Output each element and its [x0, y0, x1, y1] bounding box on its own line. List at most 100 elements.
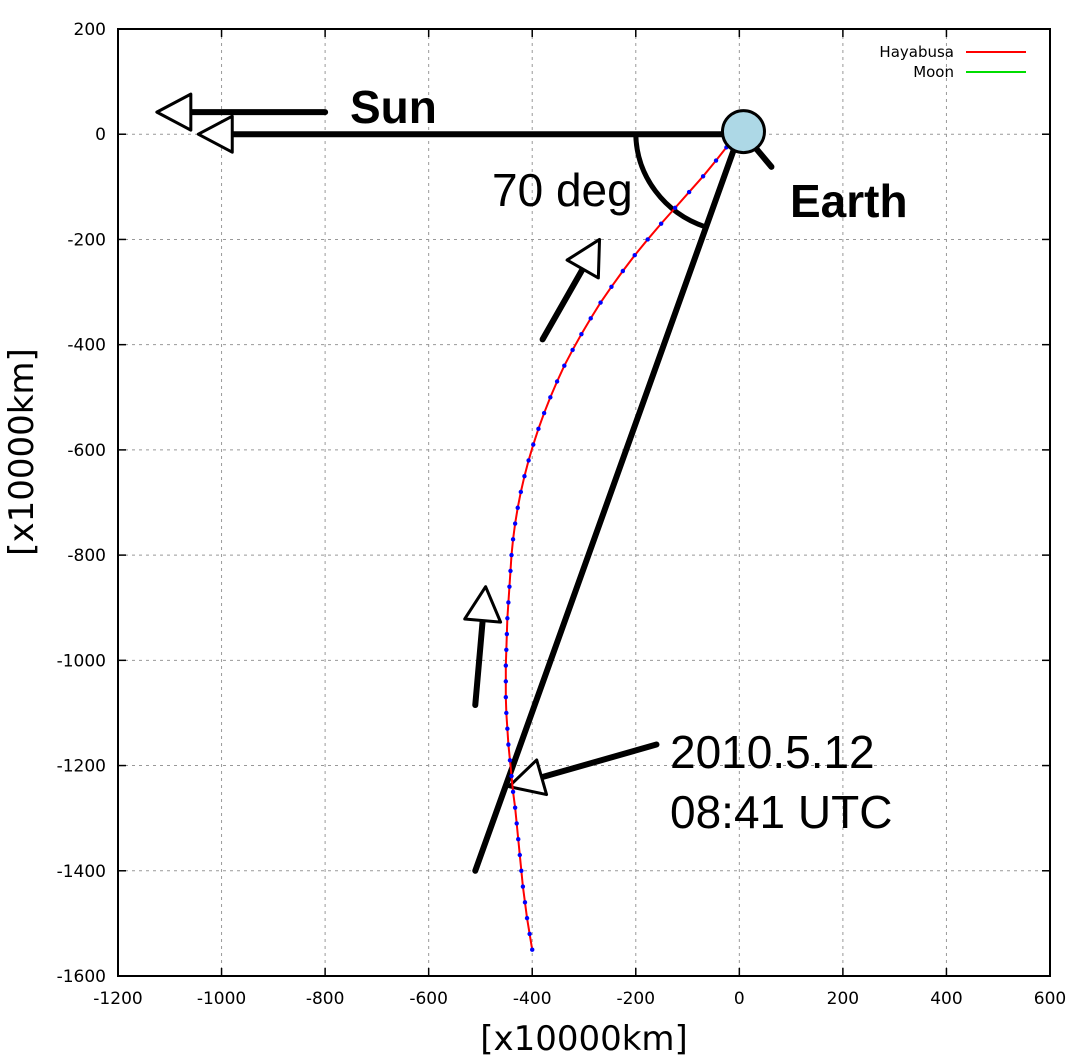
motion-arrow-lower-head: [463, 585, 503, 624]
angle-label: 70 deg: [492, 164, 633, 216]
tick-labels: -1200 -1000 -800 -600 -400 -200 0 200 400 600 200 0…: [57, 20, 1067, 1009]
series-point-hayabusa: [531, 442, 536, 447]
x-tick-label: 0: [734, 989, 745, 1009]
earth-circle: [720, 109, 766, 155]
legend: Hayabusa Moon: [879, 43, 1026, 81]
y-tick-label: -800: [67, 546, 106, 566]
earth-marker: [720, 109, 766, 155]
sun-arrow-upper-head: [155, 92, 193, 132]
series-point-hayabusa: [507, 584, 512, 589]
series-point-hayabusa: [517, 852, 522, 858]
motion-arrow-upper-head: [565, 237, 602, 280]
series-point-hayabusa: [516, 837, 521, 842]
y-axis-label: [x10000km]: [2, 348, 42, 556]
x-tick-label: -200: [616, 989, 655, 1009]
sun-arrow-lower-head: [196, 114, 234, 154]
x-tick-label: 400: [930, 989, 962, 1009]
legend-label-hayabusa: Hayabusa: [879, 43, 954, 61]
x-tick-label: -1200: [93, 989, 142, 1009]
x-tick-label: -400: [513, 989, 552, 1009]
series-point-hayabusa: [570, 347, 575, 353]
series-point-hayabusa: [536, 426, 541, 432]
series-point-hayabusa: [526, 458, 531, 463]
plot-frame: [117, 28, 1051, 977]
y-tick-label: -1000: [57, 651, 106, 671]
motion-arrow-lower-shaft: [472, 617, 486, 709]
series-layer: [503, 121, 744, 952]
angle-arc: [633, 134, 706, 230]
y-tick-label: -1600: [57, 967, 106, 987]
y-tick-label: 0: [95, 125, 106, 145]
series-point-hayabusa: [562, 363, 567, 368]
x-axis-label: [x10000km]: [480, 1019, 688, 1059]
annotations: [155, 92, 775, 874]
series-point-hayabusa: [512, 805, 518, 810]
y-tick-label: -1400: [57, 862, 106, 882]
series-point-hayabusa: [541, 410, 547, 416]
y-tick-label: -1200: [57, 757, 106, 777]
series-point-hayabusa: [503, 663, 509, 668]
series-point-hayabusa: [645, 237, 650, 242]
series-point-hayabusa: [632, 253, 637, 258]
date-label-line1: 2010.5.12: [670, 726, 875, 778]
series-point-hayabusa: [609, 284, 614, 289]
y-tick-label: -400: [67, 336, 106, 356]
series-point-hayabusa: [530, 947, 535, 952]
date-pointer-arrow-head: [507, 758, 549, 797]
series-point-hayabusa: [507, 758, 513, 763]
series-point-hayabusa: [509, 552, 514, 558]
series-point-hayabusa: [504, 647, 509, 653]
x-tick-label: -800: [306, 989, 345, 1009]
series-point-hayabusa: [509, 773, 514, 779]
series-point-hayabusa: [506, 600, 511, 605]
y-tick-label: 200: [74, 20, 106, 40]
series-point-hayabusa: [700, 174, 706, 179]
series-point-hayabusa: [503, 694, 509, 700]
series-point-hayabusa: [505, 726, 510, 731]
series-point-hayabusa: [510, 789, 516, 795]
series-point-hayabusa: [504, 631, 510, 637]
series-point-hayabusa: [506, 742, 511, 747]
series-point-hayabusa: [579, 331, 584, 337]
series-point-hayabusa: [520, 884, 526, 889]
series-point-hayabusa: [672, 205, 678, 211]
series-point-hayabusa: [588, 316, 593, 321]
x-tick-label: 200: [827, 989, 859, 1009]
series-point-hayabusa: [524, 915, 530, 921]
legend-label-moon: Moon: [913, 63, 954, 81]
series-point-hayabusa: [620, 268, 626, 274]
series-point-hayabusa: [519, 868, 524, 873]
series-point-hayabusa: [522, 900, 528, 905]
y-tick-label: -600: [67, 441, 106, 461]
series-point-hayabusa: [503, 679, 509, 684]
motion-arrow-upper-shaft: [539, 265, 586, 343]
series-point-hayabusa: [554, 379, 560, 384]
series-point-hayabusa: [598, 300, 603, 305]
series-point-hayabusa: [504, 710, 509, 716]
series-point-hayabusa: [508, 568, 513, 574]
series-point-hayabusa: [522, 473, 527, 479]
series-line-hayabusa: [504, 146, 728, 950]
series-point-hayabusa: [514, 821, 519, 826]
axis-ticks: [117, 28, 1051, 977]
series-point-hayabusa: [713, 158, 719, 163]
series-point-hayabusa: [518, 489, 524, 495]
series-point-hayabusa: [548, 395, 553, 400]
series-point-hayabusa: [505, 616, 510, 621]
series-point-hayabusa: [686, 189, 692, 195]
x-tick-label: -600: [409, 989, 448, 1009]
series-point-hayabusa: [658, 221, 664, 226]
earth-hayabusa-line: [472, 131, 743, 874]
series-point-hayabusa: [510, 537, 516, 542]
y-tick-label: -200: [67, 230, 106, 250]
date-pointer-arrow-shaft: [538, 741, 660, 781]
date-label-line2: 08:41 UTC: [670, 786, 892, 838]
series-point-hayabusa: [527, 931, 532, 937]
x-tick-label: 600: [1034, 989, 1066, 1009]
earth-label: Earth: [790, 175, 908, 227]
x-tick-label: -1000: [197, 989, 246, 1009]
series-point-hayabusa: [515, 505, 520, 510]
sun-label: Sun: [350, 81, 437, 133]
series-point-hayabusa: [512, 521, 518, 526]
